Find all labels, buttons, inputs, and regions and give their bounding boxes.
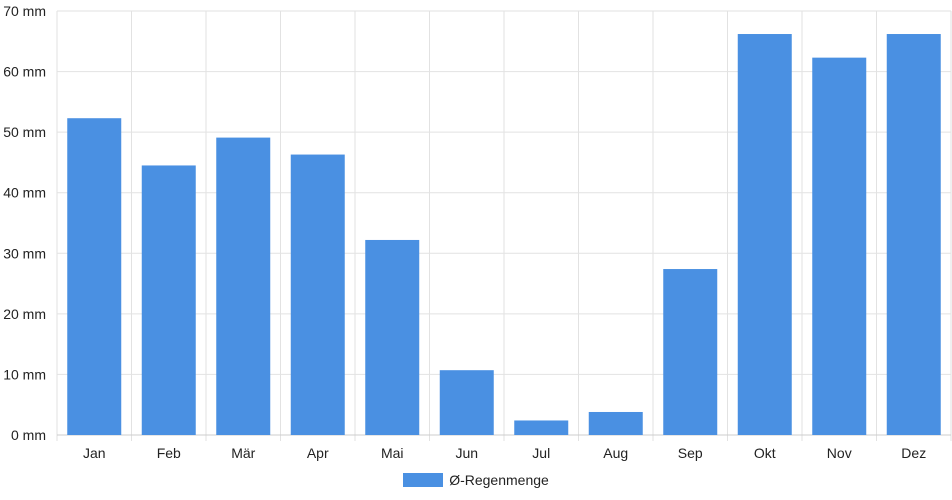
x-tick-label: Jan <box>83 445 106 461</box>
bar-Dez[interactable] <box>886 34 941 435</box>
bar-Nov[interactable] <box>812 57 867 435</box>
x-tick-label: Aug <box>603 445 628 461</box>
x-tick-label: Jun <box>455 445 478 461</box>
x-tick-label: Dez <box>901 445 926 461</box>
bar-Feb[interactable] <box>141 165 196 435</box>
bar-Okt[interactable] <box>737 34 792 435</box>
x-tick-label: Jul <box>532 445 550 461</box>
x-tick-label: Mai <box>381 445 404 461</box>
x-tick-label: Sep <box>678 445 703 461</box>
y-tick-label: 10 mm <box>3 366 46 382</box>
bar-Jul[interactable] <box>514 420 569 435</box>
y-tick-label: 70 mm <box>3 3 46 19</box>
y-tick-label: 50 mm <box>3 124 46 140</box>
legend-swatch <box>403 473 444 487</box>
y-tick-label: 0 mm <box>11 427 46 443</box>
bar-Mär[interactable] <box>216 137 271 435</box>
x-tick-label: Feb <box>157 445 181 461</box>
bar-Jun[interactable] <box>439 370 494 435</box>
y-tick-label: 20 mm <box>3 306 46 322</box>
x-tick-label: Nov <box>827 445 852 461</box>
bar-Mai[interactable] <box>365 239 420 435</box>
x-tick-label: Mär <box>231 445 255 461</box>
chart-canvas: 0 mm 10 mm 20 mm 30 mm 40 mm 50 mm 60 mm 70 mm J… <box>3 3 952 461</box>
y-tick-label: 60 mm <box>3 64 46 80</box>
x-tick-label: Apr <box>307 445 329 461</box>
y-tick-label: 30 mm <box>3 245 46 261</box>
bar-Sep[interactable] <box>663 269 718 435</box>
bar-Apr[interactable] <box>290 154 345 435</box>
x-tick-label: Okt <box>754 445 776 461</box>
bar-Aug[interactable] <box>588 411 643 435</box>
chart-legend[interactable]: Ø-Regenmenge <box>0 472 952 488</box>
legend-label: Ø-Regenmenge <box>449 472 549 488</box>
bar-Jan[interactable] <box>67 118 122 435</box>
y-tick-label: 40 mm <box>3 185 46 201</box>
